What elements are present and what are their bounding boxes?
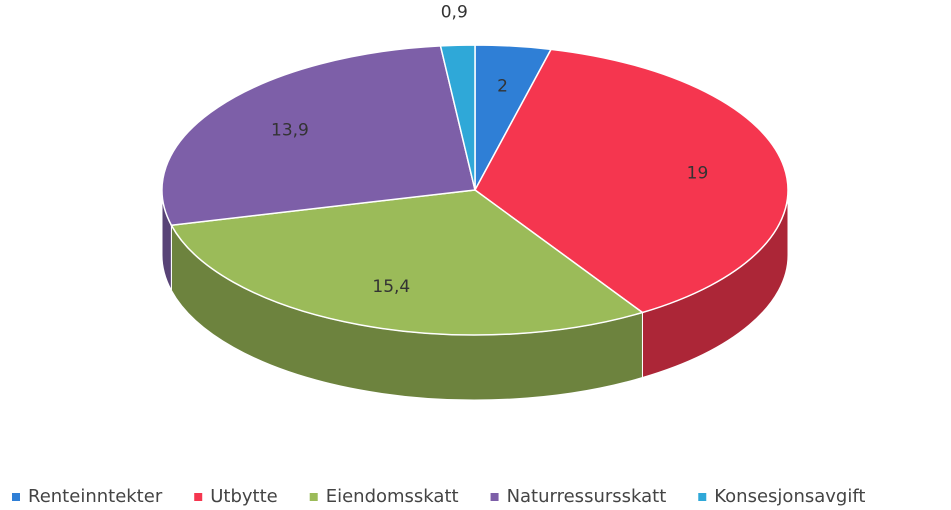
data-label: 19 <box>687 163 709 183</box>
data-label: 2 <box>497 76 508 96</box>
legend-swatch <box>490 493 499 501</box>
legend-swatch <box>698 493 707 501</box>
legend-label: Utbytte <box>210 486 278 507</box>
legend-label: Eiendomsskatt <box>326 486 459 507</box>
legend-label: Renteinntekter <box>28 486 163 507</box>
legend-label: Konsesjonsavgift <box>714 486 865 507</box>
legend-swatch <box>194 493 203 501</box>
legend-swatch <box>309 493 318 501</box>
legend: Renteinntekter Utbytte Eiendomsskatt Naturr… <box>12 486 865 507</box>
data-label: 13,9 <box>271 120 309 140</box>
legend-label: Naturressursskatt <box>507 486 667 507</box>
data-label: 0,9 <box>441 2 468 22</box>
slice <box>161 45 476 227</box>
slice <box>170 189 645 336</box>
legend-swatch <box>12 493 20 501</box>
slice <box>439 44 476 191</box>
data-label: 15,4 <box>372 277 410 297</box>
